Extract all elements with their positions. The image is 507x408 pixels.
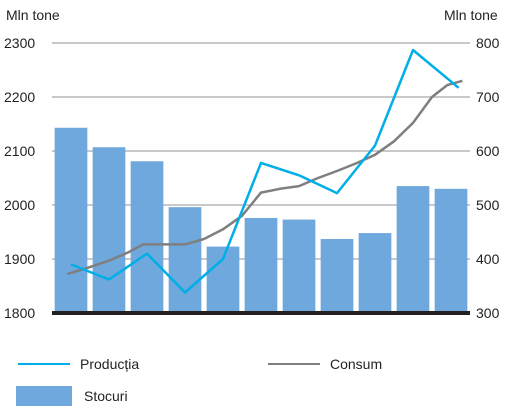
legend-item-productia: Producția	[18, 356, 139, 372]
series-lines	[66, 48, 463, 294]
right-tick-label-5: 800	[476, 35, 500, 51]
left-tick-label-2: 2000	[4, 197, 35, 213]
bars-stocuri	[54, 127, 468, 313]
bar-stocuri-0	[54, 127, 88, 313]
bar-stocuri-8	[358, 233, 392, 313]
bar-stocuri-2	[130, 161, 164, 313]
legend-item-stocuri: Stocuri	[16, 386, 128, 406]
right-tick-label-0: 300	[476, 305, 500, 321]
legend-swatch-productia	[18, 363, 70, 365]
bar-stocuri-7	[320, 239, 354, 313]
bar-stocuri-1	[92, 147, 126, 313]
legend-label-consum: Consum	[330, 356, 383, 372]
legend-item-consum: Consum	[268, 356, 382, 372]
bar-stocuri-6	[282, 219, 316, 313]
right-tick-label-4: 700	[476, 89, 500, 105]
right-tick-label-3: 600	[476, 143, 500, 159]
legend-label-productia: Producția	[80, 356, 140, 372]
left-tick-label-1: 1900	[4, 251, 35, 267]
bar-stocuri-3	[168, 207, 202, 313]
bar-stocuri-10	[434, 188, 468, 313]
left-tick-label-0: 1800	[4, 305, 35, 321]
right-axis-title: Mln tone	[444, 7, 498, 23]
left-tick-label-5: 2300	[4, 35, 35, 51]
legend-label-stocuri: Stocuri	[84, 388, 128, 404]
left-tick-label-3: 2100	[4, 143, 35, 159]
bar-stocuri-5	[244, 217, 278, 313]
bar-stocuri-9	[396, 186, 430, 313]
left-axis-ticks: 1800 1900 2000 2100 2200 2300	[4, 35, 35, 321]
line-consum	[66, 79, 463, 276]
left-tick-label-4: 2200	[4, 89, 35, 105]
right-tick-label-2: 500	[476, 197, 500, 213]
right-tick-label-1: 400	[476, 251, 500, 267]
legend-swatch-stocuri	[16, 386, 72, 406]
left-axis-title: Mln tone	[6, 7, 60, 23]
right-axis-ticks: 300 400 500 600 700 800	[476, 35, 500, 321]
line-producia	[70, 48, 460, 294]
legend-swatch-consum	[268, 363, 320, 365]
